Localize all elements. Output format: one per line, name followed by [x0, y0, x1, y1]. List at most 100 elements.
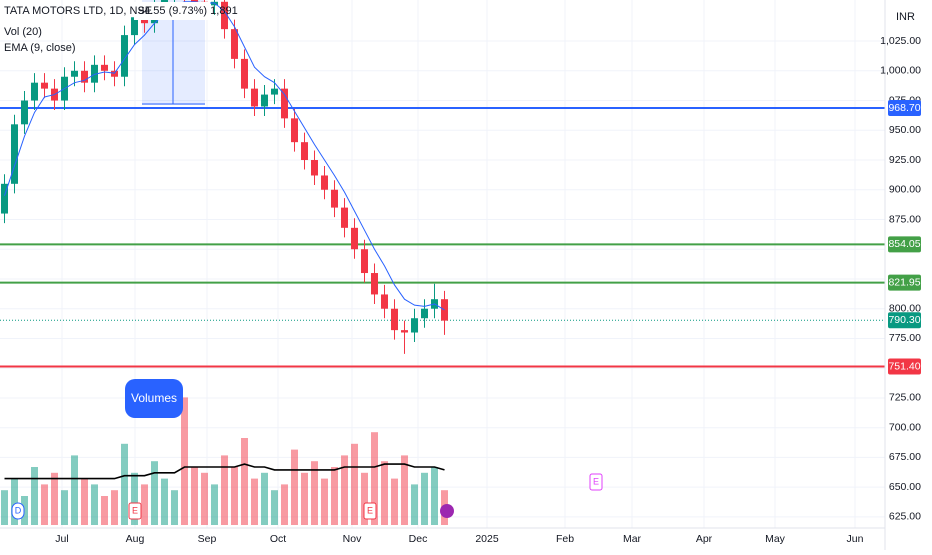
plot	[0, 0, 885, 525]
volume-bar	[331, 467, 338, 525]
volume-bar	[301, 472, 308, 525]
candle-body	[401, 330, 408, 333]
volume-bar	[111, 490, 118, 525]
candle-body	[291, 118, 298, 143]
candle-body	[261, 94, 268, 107]
volume-bar	[271, 490, 278, 525]
volume-bar	[31, 467, 38, 525]
candle-body	[371, 273, 378, 295]
ema-line	[4, 1, 445, 311]
candle-body	[341, 207, 348, 228]
volume-bar	[401, 455, 408, 525]
volume-bar	[131, 472, 138, 525]
volume-bar	[341, 455, 348, 525]
candle-body	[271, 88, 278, 95]
volume-bar	[361, 472, 368, 525]
chart-title: TATA MOTORS LTD, 1D, NSE	[4, 5, 152, 17]
y-tick-label: 775.00	[889, 332, 921, 344]
candle-body	[361, 249, 368, 274]
candle-body	[321, 175, 328, 190]
x-tick-label: Nov	[343, 533, 362, 545]
level-tag	[888, 358, 921, 375]
volume-bar	[241, 438, 248, 525]
volume-bar	[121, 443, 128, 525]
y-tick-label: 650.00	[889, 481, 921, 493]
volume-bar	[81, 478, 88, 525]
candle-body	[31, 82, 38, 101]
event-label: E	[593, 476, 599, 486]
candle-body	[41, 82, 48, 89]
volume-bar	[251, 478, 258, 525]
candle-body	[391, 308, 398, 331]
event-marker	[128, 502, 142, 520]
candle-body	[311, 160, 318, 176]
last-price-label: 790.30	[888, 314, 920, 326]
x-tick-label: Mar	[623, 533, 642, 545]
y-tick-label: 675.00	[889, 451, 921, 463]
event-marker	[589, 473, 603, 491]
candle-body	[101, 64, 108, 71]
event-label: E	[367, 505, 373, 515]
volume-bar	[421, 472, 428, 525]
candle-body	[351, 227, 358, 250]
volume-bar	[101, 496, 108, 525]
volume-bar	[141, 484, 148, 525]
currency: INR	[896, 11, 915, 23]
volume-bar	[171, 490, 178, 525]
x-tick-label: Oct	[270, 533, 286, 545]
volume-bar	[261, 472, 268, 525]
candle-body	[71, 70, 78, 77]
candle-body	[11, 124, 18, 184]
volume-bar	[291, 449, 298, 525]
x-tick-label: Feb	[556, 533, 574, 545]
annotation: Volumes	[131, 391, 177, 405]
indicator: EMA (9, close)	[4, 42, 76, 54]
candle-body	[131, 17, 138, 36]
candle-body	[141, 17, 148, 24]
x-tick-label: 2025	[475, 533, 499, 545]
y-tick-label: 1,000.00	[880, 65, 921, 77]
level-tag	[888, 236, 921, 253]
candle-body	[81, 70, 88, 83]
volume-bar	[351, 443, 358, 525]
x-tick-label: Jul	[55, 533, 68, 545]
candle-body	[1, 183, 8, 214]
candle-body	[21, 100, 28, 125]
volume-bar	[71, 455, 78, 525]
grid	[0, 0, 885, 528]
y-tick-label: 950.00	[889, 124, 921, 136]
volume-bar	[61, 490, 68, 525]
volume-bar	[1, 490, 8, 525]
volume-bar	[411, 484, 418, 525]
volume-bar	[41, 484, 48, 525]
candle-body	[241, 58, 248, 89]
event-label: D	[15, 505, 22, 515]
volume-bar	[281, 484, 288, 525]
candle-body	[121, 35, 128, 77]
level-tag	[888, 100, 921, 117]
x-tick-label: Apr	[696, 533, 713, 545]
candle-body	[91, 64, 98, 83]
indicator: Vol (20)	[4, 26, 42, 38]
volume-bar	[91, 484, 98, 525]
volume-bar	[391, 478, 398, 525]
y-tick-label: 700.00	[889, 421, 921, 433]
level-label: 751.40	[888, 360, 920, 372]
level-label: 854.05	[888, 238, 920, 250]
event-marker	[440, 504, 454, 518]
event-marker	[363, 502, 377, 520]
candle-body	[111, 70, 118, 77]
axes: 625.00650.00675.00700.00725.00750.00775.…	[11, 35, 921, 545]
candle-body	[421, 308, 428, 319]
candle-body	[331, 189, 338, 208]
volume-bar	[11, 478, 18, 525]
y-tick-label: 800.00	[889, 303, 921, 315]
y-tick-label: 875.00	[889, 213, 921, 225]
level-label: 821.95	[888, 276, 920, 288]
candle-body	[231, 29, 238, 59]
event-marker	[11, 502, 25, 520]
volume-bar	[161, 478, 168, 525]
volume-bar	[231, 467, 238, 525]
level-tag	[888, 274, 921, 291]
candle-body	[221, 1, 228, 30]
